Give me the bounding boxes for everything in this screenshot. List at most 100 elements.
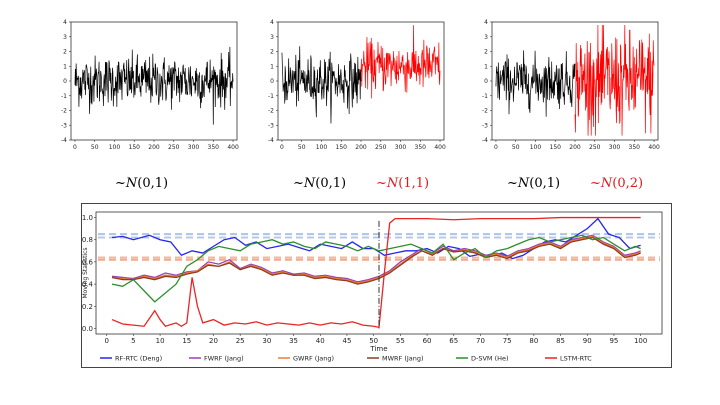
x-tick-label: 10: [156, 337, 165, 345]
legend-label: GWRF (Jang): [293, 355, 334, 363]
x-tick-label: 100: [530, 144, 542, 151]
y-tick-label: -4: [482, 137, 488, 144]
formula-3: ~N(1,1): [376, 176, 430, 191]
series-line-5: [111, 234, 641, 303]
y-tick-label: -3: [268, 122, 274, 129]
legend-label: LSTM-RTC: [560, 355, 592, 363]
top-plot-1: -4 -3 -2 -1 0 1 2 3 4 0 50 100 150 200 250 300 350 400: [61, 19, 239, 151]
x-tick-label: 85: [556, 337, 565, 345]
x-tick-label: 0: [73, 144, 77, 151]
y-tick-label: -1: [268, 93, 274, 100]
moving-statistics-chart: 0.0 0.2 0.4 0.6 0.8 1.0 0 5 10 15 20 25 30 35 40 45 50 55…: [82, 211, 663, 363]
y-tick-label: -3: [482, 122, 488, 129]
x-tick-label: 200: [355, 144, 367, 151]
x-tick-label: 0: [280, 144, 284, 151]
x-tick-label: 90: [583, 337, 592, 345]
x-tick-label: 250: [168, 144, 180, 151]
y-tick-label: -2: [482, 108, 488, 115]
x-tick-label: 100: [316, 144, 328, 151]
x-tick-label: 65: [449, 337, 458, 345]
y-tick-label: -4: [61, 137, 67, 144]
x-tick-label: 200: [569, 144, 581, 151]
x-tick-label: 5: [131, 337, 135, 345]
legend-label: RF-RTC (Deng): [115, 355, 162, 363]
x-tick-label: 250: [375, 144, 387, 151]
x-tick-label: 400: [648, 144, 660, 151]
y-tick-label: 0: [270, 78, 274, 85]
y-tick-label: 2: [63, 49, 67, 56]
x-tick-label: 40: [316, 337, 325, 345]
x-axis-label: Time: [369, 345, 387, 353]
y-tick-label: 0: [484, 78, 488, 85]
formula-4: ~N(0,1): [507, 176, 561, 191]
y-axis-label: Moving Statistics: [82, 247, 89, 298]
top-plot-3: -4 -3 -2 -1 0 1 2 3 4 0 50 100 150 200 250 300 350 400: [482, 19, 660, 151]
x-tick-label: 30: [262, 337, 271, 345]
x-tick-label: 300: [188, 144, 200, 151]
x-tick-label: 350: [415, 144, 427, 151]
formula-5: ~N(0,2): [590, 176, 644, 191]
x-tick-label: 300: [395, 144, 407, 151]
x-tick-label: 150: [336, 144, 348, 151]
x-tick-label: 150: [550, 144, 562, 151]
x-tick-label: 100: [634, 337, 647, 345]
series-line-2: [574, 24, 655, 136]
x-tick-label: 50: [512, 144, 520, 151]
x-tick-label: 45: [343, 337, 352, 345]
series-line-1: [74, 46, 234, 125]
y-tick-label: 4: [484, 19, 488, 26]
x-tick-label: 60: [423, 337, 432, 345]
x-tick-label: 20: [209, 337, 218, 345]
x-tick-label: 35: [289, 337, 298, 345]
y-tick-label: 1: [270, 63, 274, 70]
x-tick-label: 0: [494, 144, 498, 151]
series-line-6: [111, 216, 641, 329]
x-tick-label: 150: [129, 144, 141, 151]
y-tick-label: -1: [61, 93, 67, 100]
x-tick-label: 50: [369, 337, 378, 345]
y-tick-label: 0.2: [82, 303, 93, 311]
y-tick-label: 4: [270, 19, 274, 26]
plot-frame: [70, 21, 238, 141]
y-tick-label: -2: [61, 108, 67, 115]
formula-2: ~N(0,1): [293, 176, 347, 191]
x-tick-label: 80: [529, 337, 538, 345]
x-tick-label: 50: [91, 144, 99, 151]
moving-statistics-panel: 0.0 0.2 0.4 0.6 0.8 1.0 0 5 10 15 20 25 30 35 40 45 50 55…: [81, 203, 672, 368]
y-tick-label: 0.0: [82, 325, 93, 333]
x-tick-label: 400: [227, 144, 239, 151]
x-tick-label: 70: [476, 337, 485, 345]
x-tick-label: 0: [104, 337, 108, 345]
y-tick-label: 3: [270, 34, 274, 41]
x-tick-label: 300: [609, 144, 621, 151]
y-tick-label: 4: [63, 19, 67, 26]
formula-1: ~N(0,1): [115, 176, 169, 191]
y-tick-label: 0.8: [82, 236, 93, 244]
x-tick-label: 75: [503, 337, 512, 345]
x-tick-label: 400: [434, 144, 446, 151]
y-tick-label: 0.6: [82, 258, 94, 266]
y-tick-label: 2: [270, 49, 274, 56]
y-tick-label: 1.0: [82, 214, 93, 222]
x-tick-label: 25: [236, 337, 245, 345]
y-tick-label: -3: [61, 122, 67, 129]
series-line-1: [281, 46, 362, 124]
legend-label: D-SVM (He): [471, 355, 509, 363]
series-line-1: [495, 50, 576, 117]
y-tick-label: -1: [482, 93, 488, 100]
y-tick-label: 3: [484, 34, 488, 41]
x-tick-label: 350: [208, 144, 220, 151]
y-tick-label: 0: [63, 78, 67, 85]
series-line-2: [360, 25, 441, 99]
y-tick-label: 1: [484, 63, 488, 70]
x-tick-label: 50: [298, 144, 306, 151]
x-tick-label: 200: [148, 144, 160, 151]
x-tick-label: 100: [109, 144, 121, 151]
x-tick-label: 55: [396, 337, 405, 345]
legend-label: FWRF (Jang): [204, 355, 244, 363]
x-tick-label: 350: [629, 144, 641, 151]
series-line-1: [111, 217, 641, 260]
y-tick-label: -4: [268, 137, 274, 144]
x-tick-label: 15: [182, 337, 191, 345]
y-tick-label: 3: [63, 34, 67, 41]
